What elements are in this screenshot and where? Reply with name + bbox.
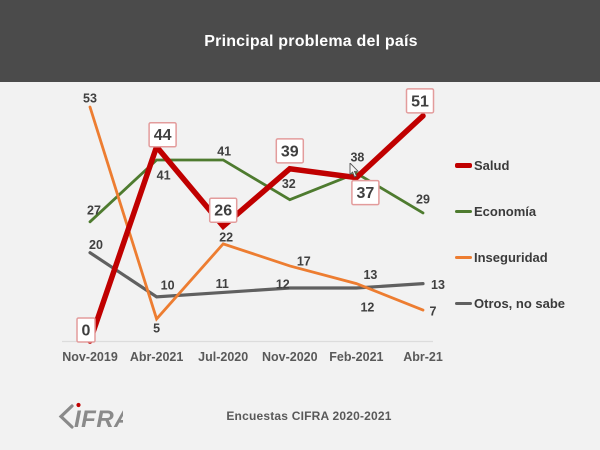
data-label: 32 <box>282 177 296 191</box>
series-line-1 <box>88 158 425 224</box>
cifra-logo: IFRA <box>57 400 132 434</box>
data-label: 7 <box>430 305 437 319</box>
data-label: 41 <box>217 144 231 158</box>
svg-text:0: 0 <box>82 323 91 340</box>
legend-label: Inseguridad <box>474 249 548 265</box>
data-label: 27 <box>87 203 101 217</box>
svg-text:26: 26 <box>214 203 232 220</box>
data-label: 13 <box>363 268 377 282</box>
boxed-data-label: 37 <box>351 179 380 206</box>
x-tick-label: Nov-2020 <box>262 350 318 364</box>
data-label: 12 <box>360 301 374 315</box>
legend-item-3: Otros, no sabe <box>455 294 595 312</box>
legend-item-0: Salud <box>455 156 595 174</box>
legend: Salud Economía Inseguridad Otros, no sabe <box>455 156 595 340</box>
data-label: 41 <box>157 168 171 182</box>
legend-swatch <box>455 209 472 213</box>
logo-chevron <box>58 404 74 429</box>
legend-swatch <box>455 162 472 168</box>
title-bar: Principal problema del país <box>0 0 600 82</box>
boxed-data-label: 0 <box>76 317 96 343</box>
data-label: 5 <box>153 321 160 335</box>
boxed-data-label: 51 <box>405 88 435 114</box>
data-label: 13 <box>431 278 445 292</box>
boxed-data-label: 26 <box>208 197 238 223</box>
series-line-0 <box>87 113 426 344</box>
svg-text:37: 37 <box>357 185 375 202</box>
legend-label: Economía <box>474 203 537 219</box>
data-label: 22 <box>219 230 233 244</box>
mouse-cursor <box>349 161 360 178</box>
series-line-2 <box>88 105 425 322</box>
x-tick-label: Jul-2020 <box>198 350 248 364</box>
x-tick-label: Abr-21 <box>403 350 443 364</box>
legend-swatch <box>455 301 472 305</box>
legend-item-1: Economía <box>455 202 595 220</box>
data-label: 12 <box>276 278 290 292</box>
data-label: 17 <box>297 254 311 268</box>
logo-letters: IFRA <box>74 406 123 433</box>
data-label: 38 <box>350 151 364 165</box>
x-tick-label: Abr-2021 <box>130 350 184 364</box>
data-label: 29 <box>416 192 430 206</box>
svg-text:44: 44 <box>154 127 172 144</box>
x-tick-label: Feb-2021 <box>329 350 383 364</box>
legend-swatch <box>455 255 472 259</box>
data-label: 11 <box>216 277 229 291</box>
legend-label: Salud <box>474 157 510 173</box>
data-label: 10 <box>161 278 175 292</box>
svg-text:39: 39 <box>281 143 299 160</box>
data-label: 53 <box>83 92 97 106</box>
logo-dot <box>76 402 81 408</box>
boxed-data-label: 39 <box>275 138 305 164</box>
data-label: 20 <box>89 238 103 252</box>
boxed-data-label: 44 <box>148 121 177 148</box>
chart-title: Principal problema del país <box>204 33 418 50</box>
svg-text:51: 51 <box>411 93 429 110</box>
source-caption: Encuestas CIFRA 2020-2021 <box>226 409 392 423</box>
legend-item-2: Inseguridad <box>455 248 595 266</box>
legend-label: Otros, no sabe <box>474 295 566 311</box>
x-tick-label: Nov-2019 <box>62 350 118 364</box>
